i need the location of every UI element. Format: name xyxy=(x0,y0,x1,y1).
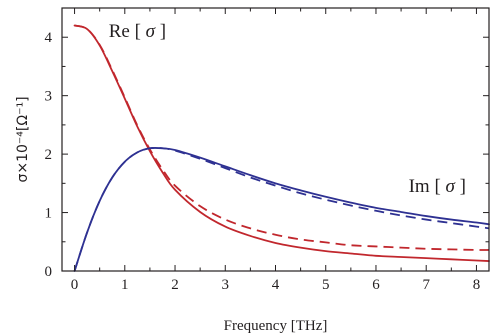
y-tick-label: 3 xyxy=(45,89,53,105)
x-tick-label: 1 xyxy=(121,277,129,293)
im-sigma-annotation: Im [ σ ] xyxy=(409,176,466,197)
im-dashed-series-line xyxy=(73,146,490,272)
re-solid-series-line xyxy=(73,24,490,262)
im-solid-series-line xyxy=(73,146,490,272)
y-tick-label: 1 xyxy=(45,206,53,222)
y-tick-label: 0 xyxy=(45,264,53,280)
im-annotation-prefix: Im xyxy=(409,176,430,197)
y-axis-label: σ×10⁻⁴[Ω⁻¹] xyxy=(15,96,31,182)
x-tick-label: 4 xyxy=(272,277,280,293)
x-tick-label: 0 xyxy=(71,277,79,293)
re-annotation-open-bracket: [ xyxy=(135,21,141,42)
im-annotation-close-bracket: ] xyxy=(460,176,466,197)
re-annotation-prefix: Re xyxy=(109,21,130,42)
x-tick-label: 6 xyxy=(372,277,380,293)
plot-frame xyxy=(61,7,490,272)
re-sigma-annotation: Re [ σ ] xyxy=(109,21,166,42)
im-annotation-open-bracket: [ xyxy=(434,176,440,197)
x-tick-label: 3 xyxy=(222,277,230,293)
x-tick-label: 7 xyxy=(422,277,430,293)
y-tick-label: 2 xyxy=(45,147,53,163)
x-axis-label: Frequency [THz] xyxy=(224,318,328,334)
x-tick-label: 5 xyxy=(322,277,330,293)
plot-lines xyxy=(73,24,490,272)
re-annotation-sigma: σ xyxy=(146,21,156,42)
x-tick-label: 2 xyxy=(171,277,179,293)
x-tick-label: 8 xyxy=(473,277,481,293)
axis-tick-labels: 0 1 2 3 4 5 6 7 8 0 1 2 3 4 xyxy=(45,30,481,293)
axis-ticks xyxy=(62,8,489,272)
y-tick-label: 4 xyxy=(45,30,53,46)
re-annotation-close-bracket: ] xyxy=(160,21,166,42)
im-annotation-sigma: σ xyxy=(446,176,456,197)
